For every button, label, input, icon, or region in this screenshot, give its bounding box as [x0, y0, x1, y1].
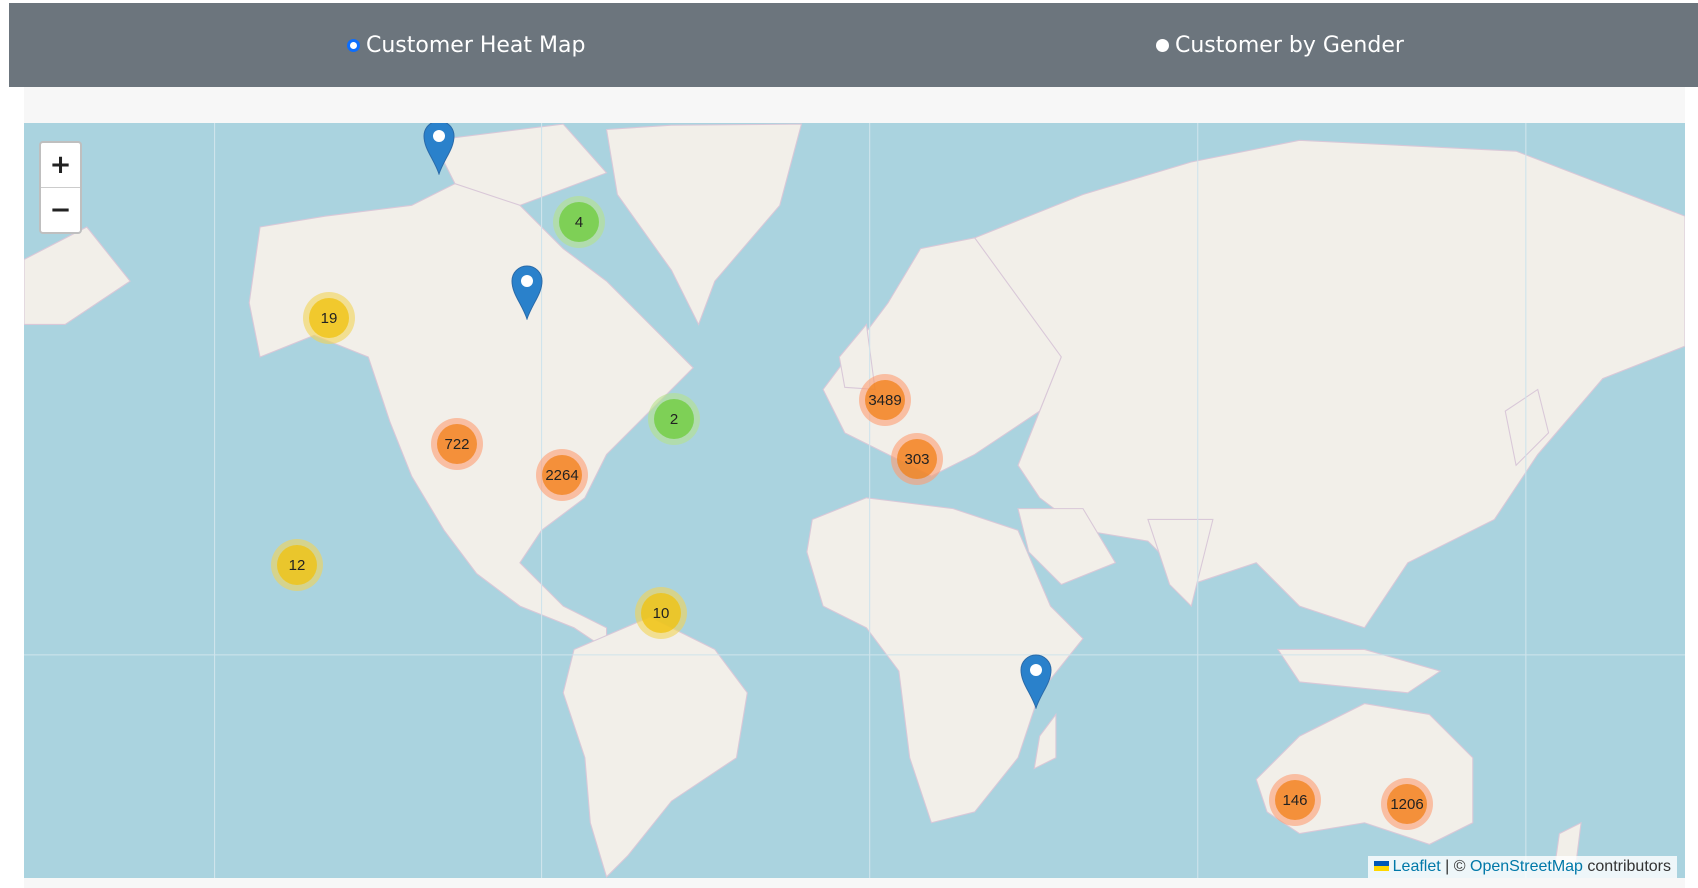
openstreetmap-link[interactable]: OpenStreetMap	[1470, 858, 1583, 875]
cluster-count: 10	[641, 593, 681, 633]
asia	[973, 139, 1685, 629]
cluster-count: 19	[309, 298, 349, 338]
japan	[1504, 388, 1550, 467]
attribution: Leaflet | © OpenStreetMap contributors	[1367, 856, 1677, 878]
cluster-count: 2264	[542, 455, 582, 495]
attribution-separator: | ©	[1445, 858, 1466, 875]
cluster-count: 146	[1275, 780, 1315, 820]
radio-button[interactable]	[1156, 39, 1169, 52]
map[interactable]: + − 19 4 2 722 2264 12 10 3489 303 146 1206 Leafle…	[24, 123, 1685, 878]
russia-far-east-left	[24, 226, 131, 326]
marker-cluster[interactable]: 2264	[536, 449, 588, 501]
leaflet-link[interactable]: Leaflet	[1392, 858, 1441, 875]
header-bar: Customer Heat Map Customer by Gender	[9, 3, 1698, 87]
attribution-contributors: contributors	[1587, 858, 1671, 875]
india	[1147, 518, 1214, 608]
cluster-count: 303	[897, 439, 937, 479]
ukraine-flag-icon	[1373, 861, 1389, 871]
madagascar	[1033, 712, 1057, 770]
map-pin-icon[interactable]	[510, 264, 544, 321]
cluster-count: 4	[559, 202, 599, 242]
south-america	[562, 616, 748, 878]
africa	[806, 497, 1084, 824]
marker-cluster[interactable]: 10	[635, 587, 687, 639]
cluster-count: 3489	[865, 380, 905, 420]
cluster-count: 2	[654, 399, 694, 439]
marker-cluster[interactable]: 1206	[1381, 778, 1433, 830]
radio-label: Customer by Gender	[1175, 33, 1404, 58]
marker-cluster[interactable]: 3489	[859, 374, 911, 426]
marker-cluster[interactable]: 722	[431, 418, 483, 470]
cluster-count: 12	[277, 545, 317, 585]
zoom-out-button[interactable]: −	[41, 187, 80, 232]
arabia	[1017, 508, 1117, 586]
zoom-in-button[interactable]: +	[49, 150, 72, 180]
cluster-count: 722	[437, 424, 477, 464]
spacer-band	[24, 87, 1685, 123]
cluster-count: 1206	[1387, 784, 1427, 824]
southeast-asia-islands	[1276, 648, 1442, 694]
marker-cluster[interactable]: 146	[1269, 774, 1321, 826]
marker-cluster[interactable]: 303	[891, 433, 943, 485]
radio-customer-by-gender[interactable]: Customer by Gender	[1156, 33, 1404, 58]
footer-band	[24, 878, 1685, 888]
radio-customer-heat-map[interactable]: Customer Heat Map	[347, 33, 585, 58]
radio-label: Customer Heat Map	[366, 33, 586, 58]
marker-cluster[interactable]: 2	[648, 393, 700, 445]
map-tiles	[24, 123, 1685, 878]
map-pin-icon[interactable]	[422, 123, 456, 176]
marker-cluster[interactable]: 4	[553, 196, 605, 248]
greenland	[605, 123, 803, 326]
marker-cluster[interactable]: 19	[303, 292, 355, 344]
radio-button-selected[interactable]	[347, 39, 360, 52]
map-pin-icon[interactable]	[1019, 653, 1053, 710]
zoom-control: + −	[39, 141, 82, 234]
marker-cluster[interactable]: 12	[271, 539, 323, 591]
